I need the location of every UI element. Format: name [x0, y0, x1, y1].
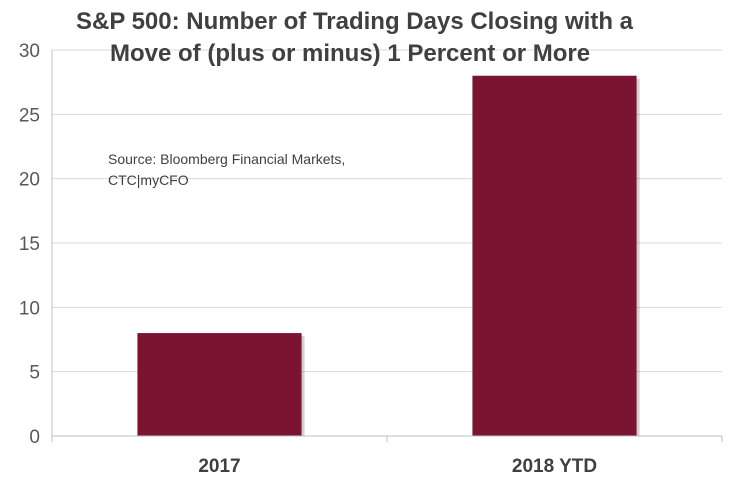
chart-title-line-2: Move of (plus or minus) 1 Percent or Mor… — [110, 40, 591, 67]
y-tick-label: 10 — [19, 298, 40, 319]
chart-title-line-1: S&P 500: Number of Trading Days Closing … — [76, 8, 634, 35]
y-tick-label: 25 — [19, 105, 40, 126]
x-tick-label: 2017 — [198, 456, 240, 477]
y-tick-label: 15 — [19, 234, 40, 255]
bar-2018-ytd — [472, 75, 637, 436]
x-tick-label: 2018 YTD — [512, 456, 597, 477]
source-annotation-line-2: CTC|myCFO — [108, 172, 189, 188]
y-tick-label: 0 — [29, 427, 40, 448]
axes: 0 5 10 15 20 25 30 2017 2018 YTD — [19, 41, 723, 477]
y-tick-label: 20 — [19, 170, 40, 191]
source-annotation-line-1: Source: Bloomberg Financial Markets, — [108, 151, 346, 167]
y-tick-label: 5 — [29, 363, 40, 384]
y-tick-label: 30 — [19, 41, 40, 62]
bar-2017 — [137, 333, 302, 436]
bars — [137, 75, 640, 436]
